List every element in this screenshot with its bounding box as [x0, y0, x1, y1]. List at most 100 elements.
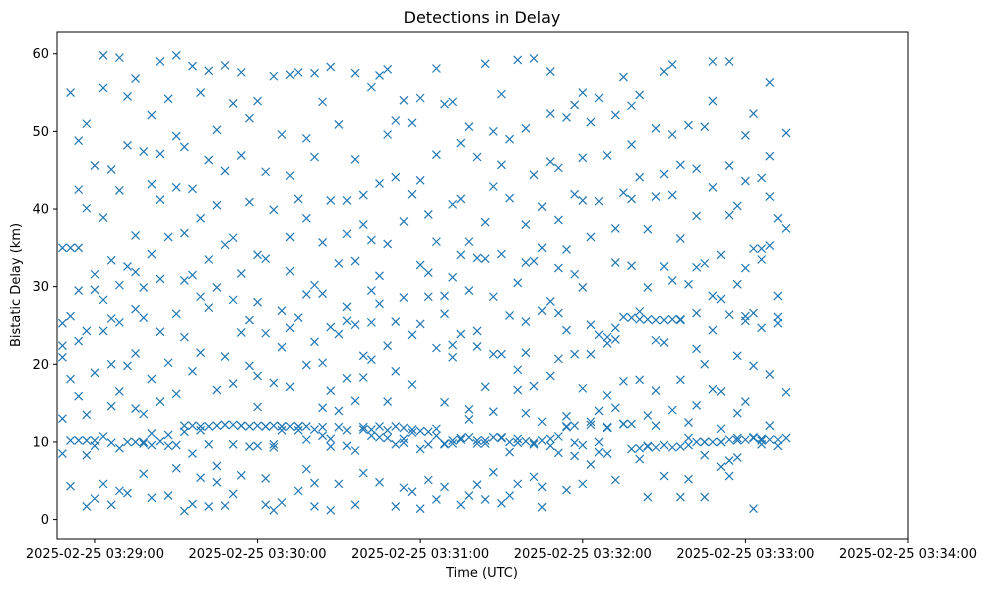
data-point — [114, 387, 124, 396]
data-point — [391, 366, 401, 376]
data-point — [277, 306, 287, 316]
data-point — [586, 117, 596, 127]
data-point — [724, 57, 734, 66]
x-tick-label: 2025-02-25 03:32:00 — [514, 547, 652, 562]
data-point — [196, 421, 206, 431]
data-point — [179, 332, 189, 342]
data-point — [529, 381, 539, 391]
data-point — [749, 109, 758, 118]
data-point — [196, 348, 206, 358]
data-point — [391, 439, 401, 449]
data-point — [188, 449, 197, 459]
data-point — [90, 285, 100, 295]
data-point — [749, 244, 758, 254]
data-point — [269, 421, 279, 431]
data-point — [659, 471, 669, 481]
data-point — [399, 217, 409, 226]
data-point — [301, 360, 311, 370]
data-point — [196, 88, 206, 97]
data-point — [131, 230, 141, 240]
data-point — [318, 403, 328, 413]
data-point — [220, 420, 230, 430]
data-point — [521, 220, 531, 229]
data-point — [220, 240, 230, 250]
data-point — [488, 432, 498, 442]
data-point — [399, 423, 409, 433]
data-point — [366, 317, 376, 327]
data-point — [578, 153, 588, 163]
data-point — [643, 224, 653, 234]
data-point — [204, 255, 214, 264]
data-point — [602, 449, 612, 459]
data-point — [261, 167, 271, 177]
data-point — [90, 269, 100, 279]
data-point — [57, 414, 67, 424]
data-point — [684, 120, 693, 130]
data-point — [236, 328, 246, 337]
data-point — [147, 493, 157, 503]
data-point — [269, 378, 279, 388]
data-point — [537, 202, 547, 212]
data-point — [480, 254, 490, 264]
data-point — [269, 71, 279, 81]
data-point — [610, 224, 620, 233]
data-point — [66, 88, 75, 97]
data-point — [220, 352, 230, 361]
data-point — [310, 280, 319, 290]
data-point — [114, 443, 124, 453]
data-point — [545, 109, 555, 118]
data-point — [472, 342, 482, 351]
data-point — [578, 440, 588, 450]
data-point — [196, 425, 206, 435]
data-point — [139, 313, 149, 323]
data-point — [659, 169, 669, 179]
data-point — [188, 184, 197, 194]
data-point — [244, 421, 254, 431]
data-point — [383, 341, 393, 351]
data-point — [521, 408, 531, 418]
data-point — [627, 194, 636, 204]
data-point — [456, 194, 466, 204]
data-point — [472, 326, 482, 336]
data-point — [529, 170, 539, 180]
data-point — [131, 404, 141, 413]
data-point — [570, 349, 580, 359]
data-point — [619, 72, 628, 82]
data-point — [171, 131, 181, 141]
data-point — [139, 409, 149, 419]
data-point — [366, 425, 376, 434]
x-tick-label: 2025-02-25 03:34:00 — [839, 547, 977, 562]
data-point — [708, 182, 718, 192]
data-point — [700, 122, 710, 132]
data-point — [342, 302, 352, 312]
data-point — [423, 292, 433, 302]
data-point — [781, 387, 791, 397]
data-point — [179, 427, 189, 437]
data-point — [350, 320, 360, 330]
data-point — [358, 422, 368, 432]
data-point — [310, 152, 319, 162]
data-point — [383, 425, 393, 435]
data-point — [131, 349, 141, 358]
data-point — [497, 160, 506, 170]
data-point — [448, 340, 458, 350]
data-point — [578, 479, 588, 489]
data-point — [212, 477, 222, 487]
data-point — [610, 403, 620, 413]
data-point — [464, 415, 474, 424]
data-point — [594, 330, 604, 340]
data-point — [261, 500, 271, 510]
data-point — [82, 203, 92, 213]
data-point — [765, 192, 775, 202]
data-point — [74, 243, 84, 253]
data-point — [391, 421, 401, 431]
data-point — [757, 255, 767, 264]
data-point — [562, 421, 571, 431]
data-point — [415, 319, 425, 329]
chart-title: Detections in Delay — [404, 8, 561, 27]
data-point — [740, 263, 750, 273]
data-point — [261, 328, 271, 338]
data-point — [293, 194, 303, 204]
data-point — [253, 297, 262, 307]
data-point — [366, 235, 376, 245]
